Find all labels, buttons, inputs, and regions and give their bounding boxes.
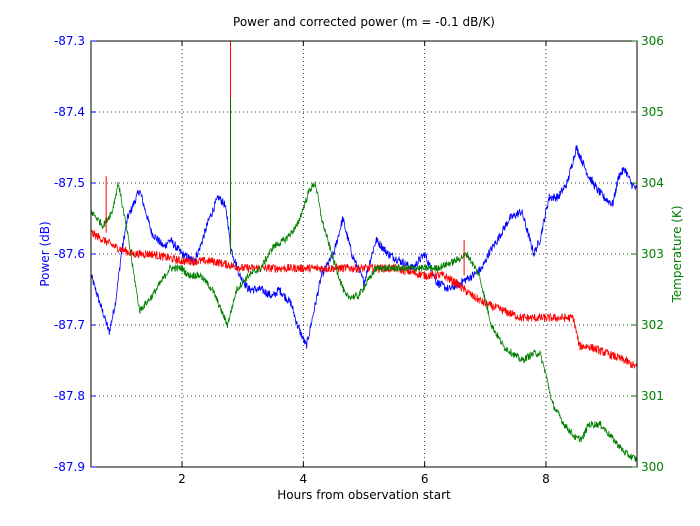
x-tick-label: 8	[542, 472, 550, 486]
y-left-tick-label: -87.3	[54, 34, 85, 48]
y-right-tick-label: 303	[641, 247, 664, 261]
y-axis-right-label: Temperature (K)	[670, 205, 684, 303]
axis-ticks: 2 4 6 8 -87.3 -87.4 -87.5 -87.6 -87.7 -87.8 -87.9 3…	[54, 34, 664, 486]
series-temperature	[91, 181, 637, 463]
series-layer	[91, 41, 637, 463]
y-right-tick-label: 301	[641, 389, 664, 403]
y-left-tick-label: -87.8	[54, 389, 85, 403]
y-left-tick-label: -87.6	[54, 247, 85, 261]
y-right-tick-label: 300	[641, 460, 664, 474]
y-right-tick-label: 304	[641, 176, 664, 190]
y-axis-left-label: Power (dB)	[38, 221, 52, 286]
y-left-tick-label: -87.9	[54, 460, 85, 474]
y-left-tick-label: -87.4	[54, 105, 85, 119]
y-left-tick-label: -87.5	[54, 176, 85, 190]
x-axis-label: Hours from observation start	[277, 488, 451, 502]
series-corrected-power	[91, 229, 637, 369]
y-right-tick-label: 306	[641, 34, 664, 48]
y-right-tick-label: 305	[641, 105, 664, 119]
chart-title: Power and corrected power (m = -0.1 dB/K…	[233, 15, 495, 29]
x-tick-label: 2	[178, 472, 186, 486]
x-tick-label: 6	[421, 472, 429, 486]
y-left-tick-label: -87.7	[54, 318, 85, 332]
y-right-tick-label: 302	[641, 318, 664, 332]
x-tick-label: 4	[300, 472, 308, 486]
